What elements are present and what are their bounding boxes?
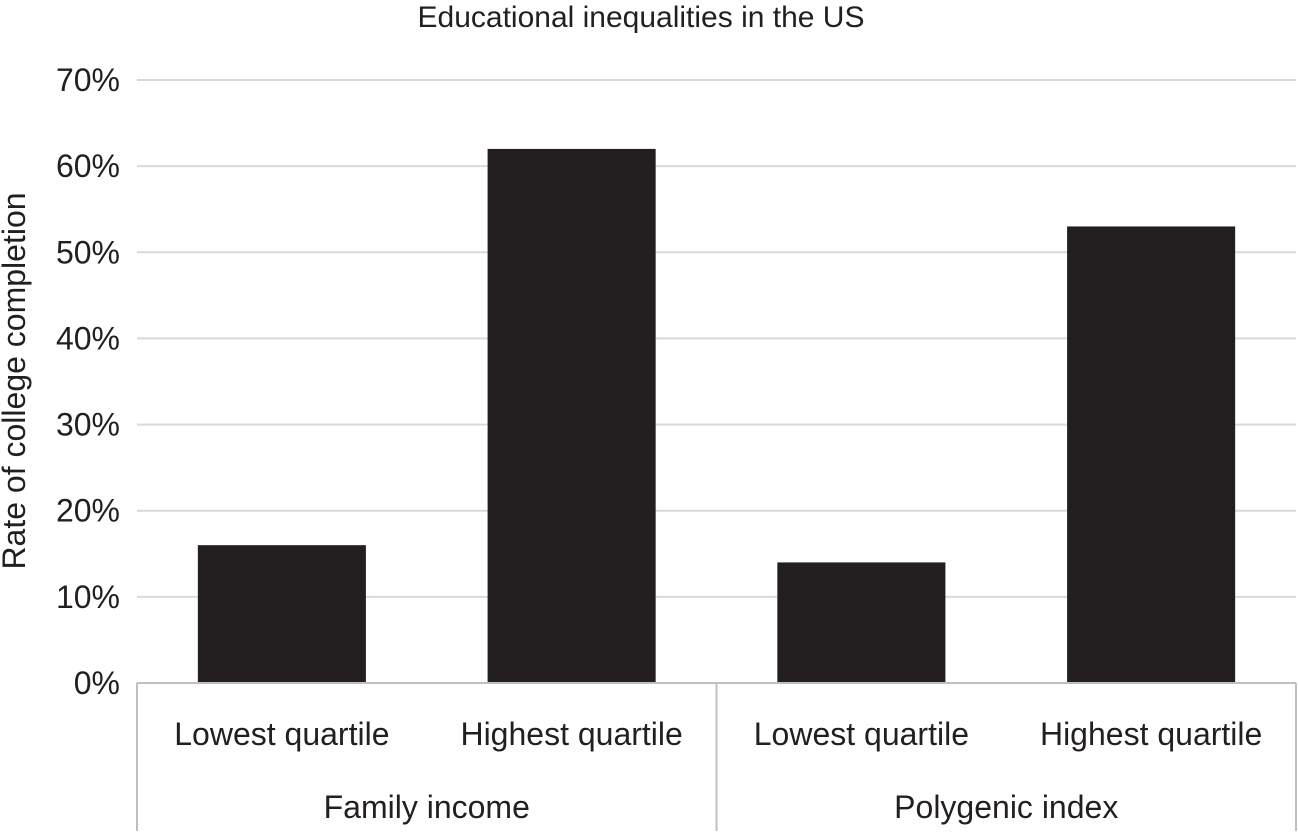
y-tick-label: 10%	[56, 579, 120, 615]
x-tick-label: Lowest quartile	[754, 716, 969, 752]
y-tick-label: 50%	[56, 234, 120, 270]
x-tick-label: Highest quartile	[460, 716, 682, 752]
bars	[197, 148, 1236, 683]
bar	[1067, 226, 1236, 683]
bar	[487, 148, 656, 683]
bar	[197, 545, 366, 683]
x-tick-label: Lowest quartile	[174, 716, 389, 752]
y-tick-label: 60%	[56, 148, 120, 184]
y-axis-label: Rate of college completion	[0, 192, 32, 569]
y-tick-label: 0%	[74, 665, 120, 701]
y-tick-label: 20%	[56, 493, 120, 529]
gridlines	[137, 79, 1296, 598]
x-group-label: Family income	[324, 789, 530, 825]
y-tick-labels: 0% 10% 20% 30% 40% 50% 60% 70%	[56, 62, 120, 701]
y-tick-label: 40%	[56, 320, 120, 356]
x-axis	[136, 682, 1297, 831]
bar	[777, 562, 946, 683]
x-tick-labels: Lowest quartile Highest quartile Family in…	[174, 716, 1262, 825]
y-tick-label: 70%	[56, 62, 120, 98]
y-tick-label: 30%	[56, 407, 120, 443]
chart-title: Educational inequalities in the US	[418, 1, 865, 34]
x-group-label: Polygenic index	[894, 789, 1118, 825]
x-tick-label: Highest quartile	[1040, 716, 1262, 752]
